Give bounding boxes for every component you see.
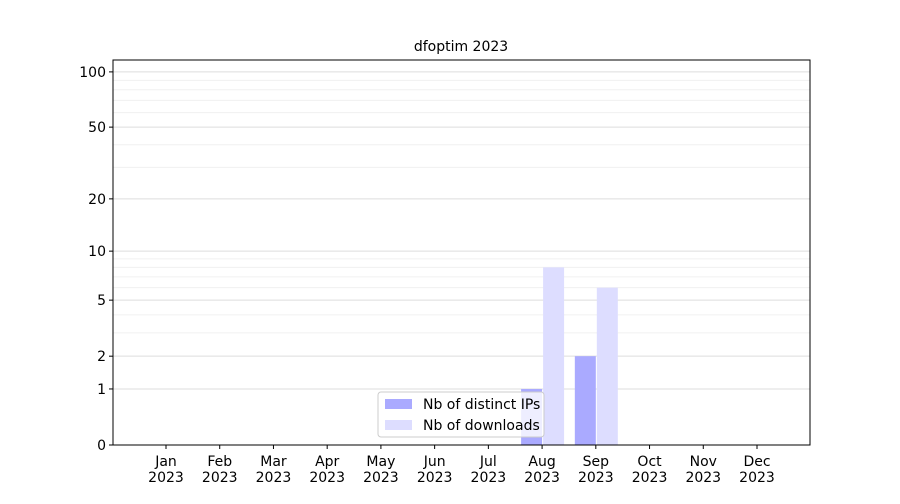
x-tick-label: Feb <box>207 454 232 470</box>
x-tick-label: Mar <box>260 454 287 470</box>
x-tick-label: Apr <box>315 454 339 470</box>
y-tick-label: 5 <box>97 293 106 309</box>
y-tick-label: 2 <box>97 349 106 365</box>
x-tick-label: Jun <box>423 454 446 470</box>
legend-label: Nb of downloads <box>423 418 540 434</box>
plot-frame <box>112 59 811 446</box>
legend: Nb of distinct IPs Nb of downloads <box>377 391 545 438</box>
chart-title: dfoptim 2023 <box>414 39 508 55</box>
x-tick-label: 2023 <box>202 470 238 486</box>
x-tick-label: 2023 <box>524 470 560 486</box>
x-tick-label: Oct <box>637 454 662 470</box>
x-tick-label: 2023 <box>417 470 453 486</box>
y-tick-label: 1 <box>97 382 106 398</box>
x-tick-label: Nov <box>690 454 717 470</box>
x-tick-label: 2023 <box>739 470 775 486</box>
legend-label: Nb of distinct IPs <box>423 397 540 413</box>
legend-swatch <box>385 399 412 409</box>
y-tick-label: 50 <box>88 120 106 136</box>
bar <box>574 356 596 445</box>
y-tick-label: 20 <box>88 192 106 208</box>
x-tick-label: 2023 <box>685 470 721 486</box>
x-tick-label: 2023 <box>256 470 292 486</box>
x-tick-label: 2023 <box>471 470 507 486</box>
legend-box <box>377 391 545 438</box>
x-tick-label: Sep <box>583 454 610 470</box>
y-tick-label: 10 <box>88 244 106 260</box>
x-tick-label: 2023 <box>363 470 399 486</box>
legend-swatch <box>385 420 412 430</box>
y-tick-label: 0 <box>97 438 106 454</box>
x-tick-label: Dec <box>743 454 770 470</box>
bar <box>543 267 565 445</box>
y-tick-label: 100 <box>79 65 106 81</box>
x-tick-label: Jul <box>479 454 497 470</box>
x-tick-label: 2023 <box>632 470 668 486</box>
x-tick-label: May <box>366 454 395 470</box>
x-tick-label: Aug <box>528 454 555 470</box>
x-tick-label: 2023 <box>578 470 614 486</box>
x-tick-label: 2023 <box>148 470 184 486</box>
x-tick-label: Jan <box>154 454 177 470</box>
bar <box>596 287 618 445</box>
x-tick-label: 2023 <box>309 470 345 486</box>
